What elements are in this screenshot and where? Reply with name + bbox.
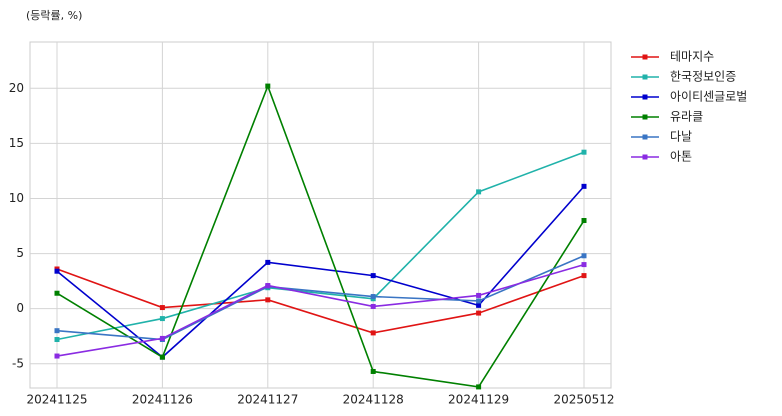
series-line xyxy=(56,263,585,357)
marker xyxy=(159,316,165,322)
x-tick-label: 20241126 xyxy=(132,393,193,407)
y-tick-label: 15 xyxy=(9,136,24,150)
legend-marker xyxy=(642,74,648,80)
marker xyxy=(581,253,587,259)
marker xyxy=(476,298,482,304)
series-line xyxy=(56,83,585,388)
x-tick-label: 20241129 xyxy=(448,393,509,407)
marker xyxy=(476,384,482,390)
marker xyxy=(54,337,60,343)
legend-label: 아이티센글로벌 xyxy=(670,90,747,104)
legend-label: 유라클 xyxy=(670,110,703,124)
x-tick-label: 20241125 xyxy=(26,393,87,407)
x-tick-label: 20241128 xyxy=(343,393,404,407)
marker xyxy=(370,368,376,374)
series-line xyxy=(56,151,585,341)
annotation: (등락률, %) xyxy=(26,9,82,22)
x-tick-label: 20250512 xyxy=(553,393,614,407)
marker xyxy=(476,292,482,298)
legend-marker xyxy=(642,114,648,120)
legend-label: 다날 xyxy=(670,130,692,144)
marker xyxy=(370,303,376,309)
y-tick-label: 0 xyxy=(16,301,24,315)
plot-frame xyxy=(29,41,612,389)
marker xyxy=(370,294,376,300)
marker xyxy=(581,273,587,279)
legend-label: 테마지수 xyxy=(670,50,714,64)
marker xyxy=(476,302,482,308)
marker xyxy=(370,273,376,279)
x-tick-label: 20241127 xyxy=(237,393,298,407)
marker xyxy=(159,335,165,341)
marker xyxy=(54,353,60,359)
series-line xyxy=(56,268,585,334)
marker xyxy=(265,259,271,265)
legend-marker xyxy=(642,94,648,100)
y-tick-label: -5 xyxy=(12,356,24,370)
marker xyxy=(370,330,376,336)
y-tick-label: 20 xyxy=(9,81,24,95)
y-tick-label: 10 xyxy=(9,191,24,205)
marker xyxy=(54,268,60,274)
series-line xyxy=(56,255,585,341)
legend-marker xyxy=(642,134,648,140)
marker xyxy=(581,218,587,224)
legend-label: 아톤 xyxy=(670,150,692,164)
marker xyxy=(159,305,165,311)
legend-marker xyxy=(642,154,648,160)
marker xyxy=(581,262,587,268)
marker xyxy=(54,290,60,296)
marker xyxy=(581,183,587,189)
legend-marker xyxy=(642,54,648,60)
series-line xyxy=(56,185,585,359)
marker xyxy=(265,297,271,303)
marker xyxy=(476,310,482,316)
marker xyxy=(476,189,482,195)
marker xyxy=(265,83,271,89)
y-tick-label: 5 xyxy=(16,246,24,260)
marker xyxy=(159,354,165,360)
marker xyxy=(265,283,271,289)
marker xyxy=(581,149,587,155)
legend-label: 한국정보인증 xyxy=(670,70,736,84)
marker xyxy=(54,328,60,334)
